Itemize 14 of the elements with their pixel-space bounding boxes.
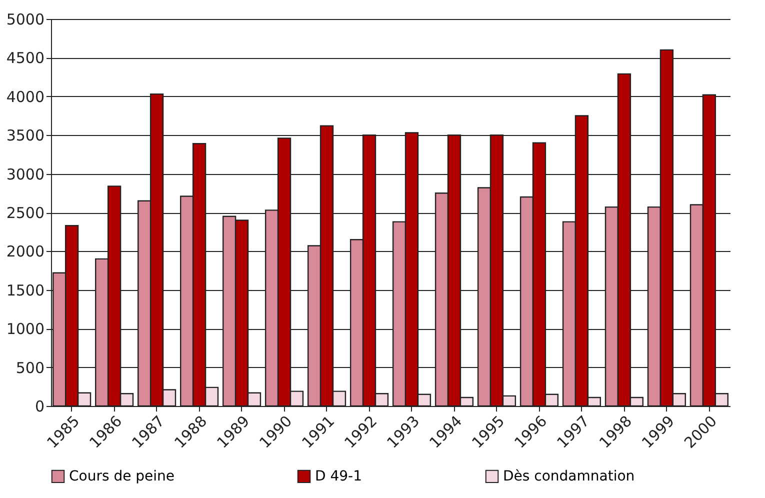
y-tick-label: 1500 <box>6 281 44 300</box>
y-tick-label: 3500 <box>6 126 44 145</box>
y-tick-label: 0 <box>34 398 44 416</box>
y-tick-label: 3000 <box>6 165 44 184</box>
y-tick-label: 500 <box>16 358 44 377</box>
y-tick-label: 4500 <box>6 49 44 68</box>
y-tick-label: 5000 <box>6 10 44 28</box>
legend-label: Dès condamnation <box>503 468 635 484</box>
y-tick-label: 2000 <box>6 242 44 261</box>
y-tick-label: 2500 <box>6 204 44 222</box>
y-tick-label: 4000 <box>6 88 44 106</box>
legend-label: Cours de peine <box>69 468 175 484</box>
legend-label: D 49-1 <box>315 468 362 484</box>
y-tick-label: 1000 <box>6 320 44 338</box>
